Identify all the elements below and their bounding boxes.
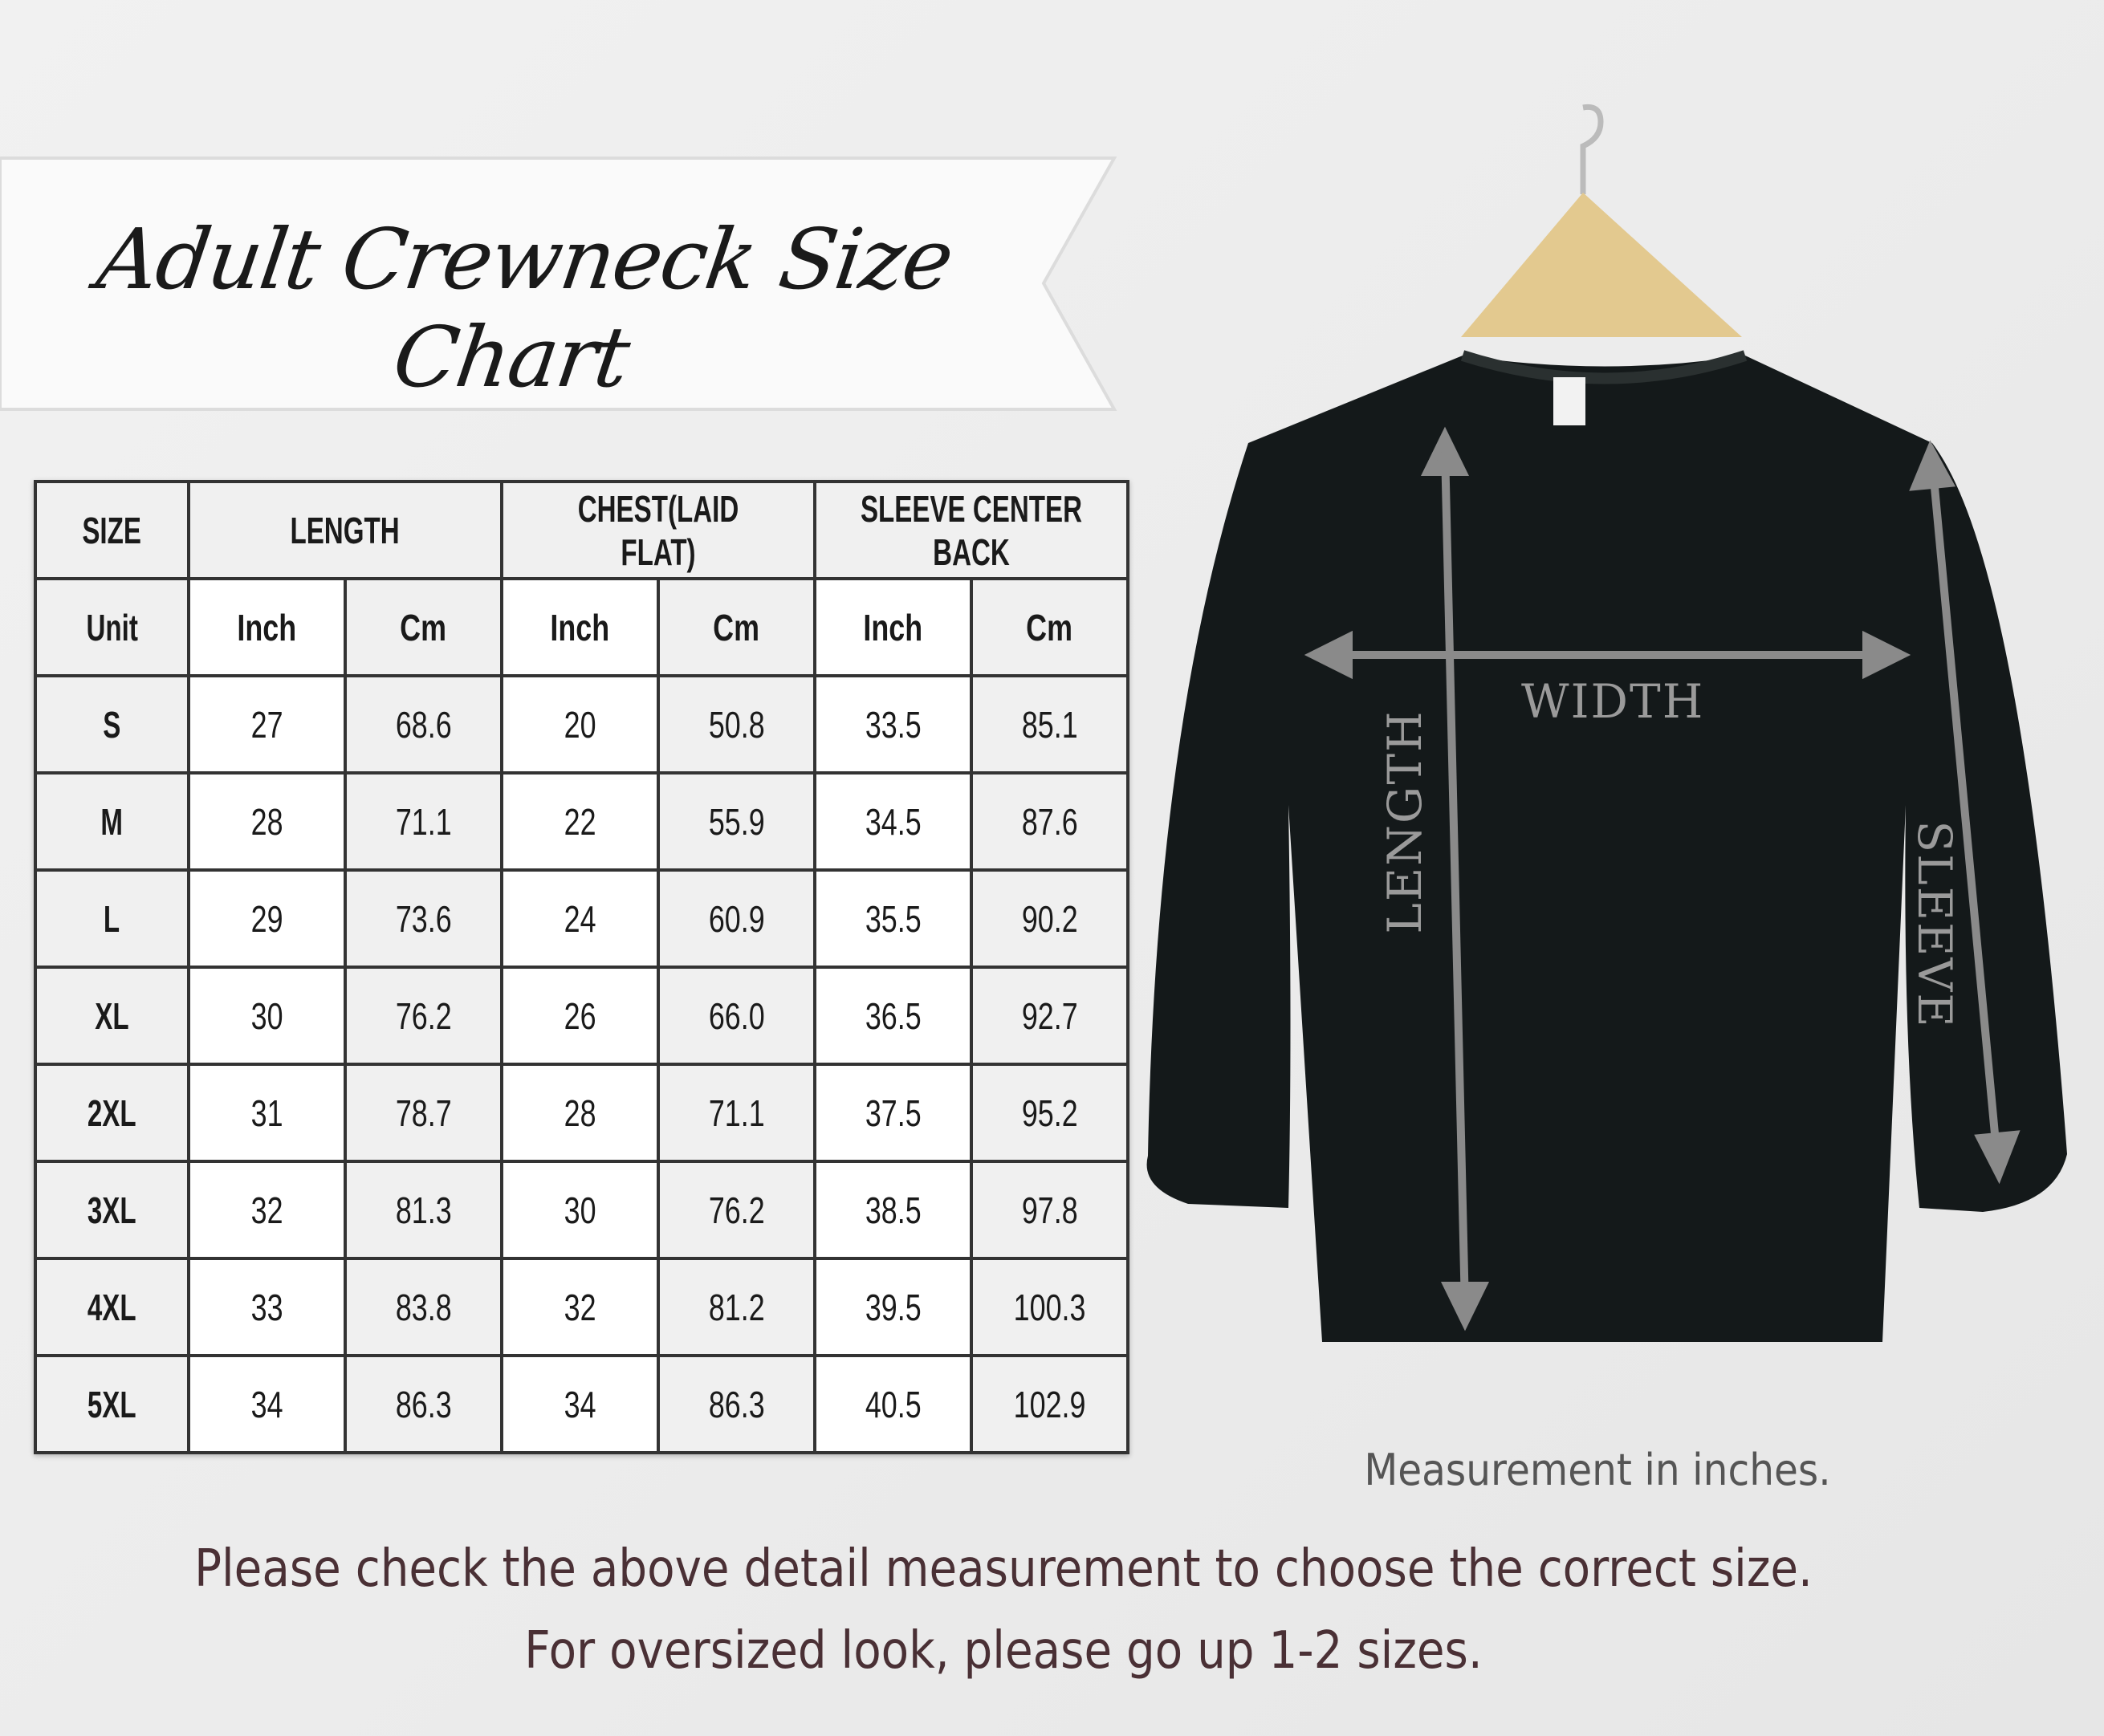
value-cell: 86.3 [657,1354,816,1454]
value-cell: 68.6 [344,674,503,774]
table-row: 4XL 33 83.8 32 81.2 39.5 100.3 [34,1257,1129,1357]
value-cell: 85.1 [970,674,1129,774]
size-cell: S [34,674,190,774]
header-size: SIZE [34,480,190,580]
hanger-hook [1580,104,1604,194]
value-cell: 34 [187,1354,347,1454]
value-cell: 24 [500,868,660,969]
title-ribbon [0,157,1117,411]
value-cell: 28 [500,1063,660,1163]
value-cell: 39.5 [813,1257,973,1357]
unit-cell: Inch [813,577,973,677]
value-cell: 33.5 [813,674,973,774]
value-cell: 20 [500,674,660,774]
value-cell: 78.7 [344,1063,503,1163]
value-cell: 60.9 [657,868,816,969]
value-cell: 81.3 [344,1160,503,1260]
footer-line-1: Please check the above detail measuremen… [194,1539,1813,1599]
unit-cell: Cm [970,577,1129,677]
value-cell: 30 [500,1160,660,1260]
unit-cell: Cm [344,577,503,677]
value-cell: 50.8 [657,674,816,774]
table-row: M 28 71.1 22 55.9 34.5 87.6 [34,771,1129,872]
size-cell: 3XL [34,1160,190,1260]
value-cell: 92.7 [970,966,1129,1066]
value-cell: 90.2 [970,868,1129,969]
value-cell: 34 [500,1354,660,1454]
collar [1460,350,1748,384]
size-cell: 2XL [34,1063,190,1163]
unit-label: Unit [34,577,190,677]
value-cell: 100.3 [970,1257,1129,1357]
length-arrow [1441,449,1469,1309]
table-unit-row: Unit Inch Cm Inch Cm Inch Cm [34,577,1129,677]
value-cell: 71.1 [344,771,503,872]
table-header-row: SIZE LENGTH CHEST(LAID FLAT) SLEEVE CENT… [34,480,1129,580]
value-cell: 26 [500,966,660,1066]
value-cell: 29 [187,868,347,969]
value-cell: 40.5 [813,1354,973,1454]
measurement-note: Measurement in inches. [1364,1445,1831,1495]
value-cell: 37.5 [813,1063,973,1163]
size-cell: 4XL [34,1257,190,1357]
unit-cell: Inch [187,577,347,677]
value-cell: 73.6 [344,868,503,969]
value-cell: 22 [500,771,660,872]
value-cell: 30 [187,966,347,1066]
hanger [1461,193,1742,337]
value-cell: 87.6 [970,771,1129,872]
value-cell: 28 [187,771,347,872]
value-cell: 66.0 [657,966,816,1066]
value-cell: 34.5 [813,771,973,872]
value-cell: 102.9 [970,1354,1129,1454]
value-cell: 97.8 [970,1160,1129,1260]
value-cell: 36.5 [813,966,973,1066]
value-cell: 83.8 [344,1257,503,1357]
sweatshirt-shape [1146,356,2067,1342]
value-cell: 32 [500,1257,660,1357]
header-sleeve: SLEEVE CENTER BACK [813,480,1129,580]
width-label: WIDTH [1521,674,1705,729]
header-length: LENGTH [187,480,503,580]
size-cell: 5XL [34,1354,190,1454]
value-cell: 55.9 [657,771,816,872]
table-row: S 27 68.6 20 50.8 33.5 85.1 [34,674,1129,774]
unit-cell: Cm [657,577,816,677]
value-cell: 27 [187,674,347,774]
length-label: LENGTH [1378,709,1432,934]
value-cell: 38.5 [813,1160,973,1260]
table-row: 2XL 31 78.7 28 71.1 37.5 95.2 [34,1063,1129,1163]
size-chart-table: SIZE LENGTH CHEST(LAID FLAT) SLEEVE CENT… [34,480,1129,1454]
size-cell: XL [34,966,190,1066]
value-cell: 86.3 [344,1354,503,1454]
value-cell: 31 [187,1063,347,1163]
size-cell: M [34,771,190,872]
value-cell: 95.2 [970,1063,1129,1163]
table-row: 5XL 34 86.3 34 86.3 40.5 102.9 [34,1354,1129,1454]
value-cell: 35.5 [813,868,973,969]
table-row: L 29 73.6 24 60.9 35.5 90.2 [34,868,1129,969]
value-cell: 76.2 [344,966,503,1066]
neck-label [1553,377,1585,425]
value-cell: 71.1 [657,1063,816,1163]
value-cell: 81.2 [657,1257,816,1357]
value-cell: 76.2 [657,1160,816,1260]
sleeve-label: SLEEVE [1907,820,1962,1029]
value-cell: 33 [187,1257,347,1357]
table-row: 3XL 32 81.3 30 76.2 38.5 97.8 [34,1160,1129,1260]
size-cell: L [34,868,190,969]
value-cell: 32 [187,1160,347,1260]
header-chest: CHEST(LAID FLAT) [500,480,816,580]
table-row: XL 30 76.2 26 66.0 36.5 92.7 [34,966,1129,1066]
unit-cell: Inch [500,577,660,677]
sleeve-arrow [1928,461,2001,1161]
footer-line-2: For oversized look, please go up 1-2 siz… [524,1621,1483,1681]
page-title: Adult Crewneck Size Chart [91,210,958,406]
